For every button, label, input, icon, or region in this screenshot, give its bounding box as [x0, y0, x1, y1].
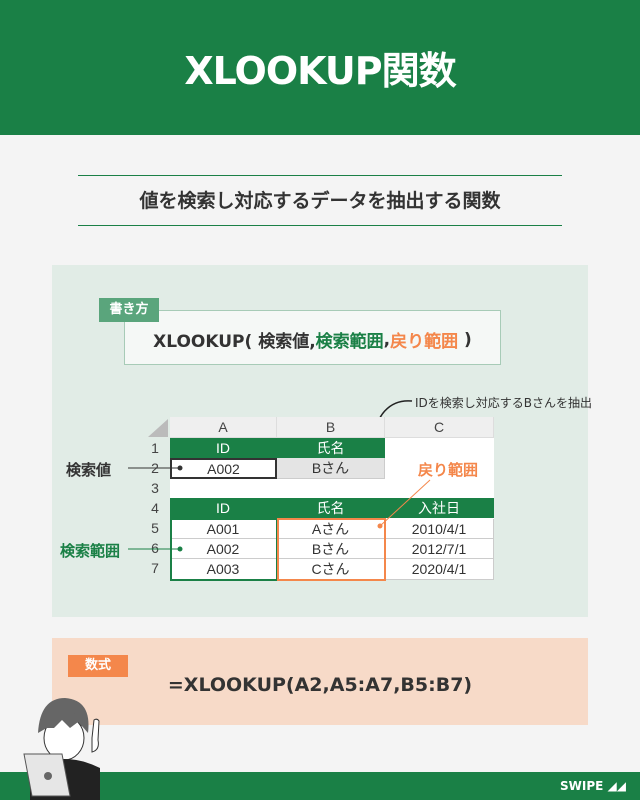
cell-a6[interactable]: A002: [170, 539, 277, 559]
column-header-c[interactable]: C: [385, 417, 494, 438]
formula-panel: [52, 638, 588, 725]
column-header-b[interactable]: B: [277, 417, 385, 438]
footer: [0, 772, 640, 800]
row-header[interactable]: 1: [151, 440, 159, 456]
pointer-line: [128, 465, 183, 471]
formula-label: 数式: [68, 655, 128, 677]
syntax-comma: ,: [383, 329, 391, 350]
return-range-label: 戻り範囲: [418, 461, 479, 479]
cell-c4[interactable]: 入社日: [385, 498, 494, 518]
row-header[interactable]: 6: [151, 540, 159, 556]
row-header[interactable]: 4: [151, 500, 159, 516]
syntax-prefix: XLOOKUP( 検索値,: [153, 332, 316, 352]
pointer-line: [377, 479, 431, 529]
swipe-button[interactable]: SWIPE ◢◢: [560, 779, 626, 793]
formula-text: =XLOOKUP(A2,A5:A7,B5:B7): [167, 674, 473, 696]
cell-a4[interactable]: ID: [170, 498, 277, 518]
swipe-arrow-icon: ◢◢: [607, 779, 626, 793]
cell-b2[interactable]: Bさん: [277, 458, 385, 479]
divider: [78, 225, 562, 226]
syntax-label: 書き方: [99, 298, 159, 322]
syntax-suffix: ): [458, 329, 472, 350]
cell-b6[interactable]: Bさん: [277, 539, 385, 559]
cell-b4[interactable]: 氏名: [277, 498, 385, 518]
subtitle: 値を検索し対応するデータを抽出する関数: [139, 190, 501, 212]
cell-c7[interactable]: 2020/4/1: [385, 559, 494, 580]
cell-c5[interactable]: 2010/4/1: [385, 519, 494, 539]
note-text: IDを検索し対応するBさんを抽出: [415, 396, 593, 410]
lookup-range-label: 検索範囲: [60, 542, 121, 560]
pointer-line: [128, 546, 183, 552]
cell-b5[interactable]: Aさん: [277, 519, 385, 539]
cell-c6[interactable]: 2012/7/1: [385, 539, 494, 559]
page-title: XLOOKUP関数: [184, 49, 456, 93]
character-illustration: [23, 698, 100, 800]
lookup-value-label: 検索値: [66, 461, 112, 479]
cell-a2[interactable]: A002: [170, 458, 277, 479]
row-header[interactable]: 7: [151, 560, 159, 576]
divider: [78, 175, 562, 176]
row-header[interactable]: 5: [151, 520, 159, 536]
syntax-box: XLOOKUP( 検索値, 検索範囲, 戻り範囲 ): [124, 310, 501, 365]
cell-b1[interactable]: 氏名: [277, 438, 385, 458]
cell-b7[interactable]: Cさん: [277, 559, 385, 580]
row-header[interactable]: 3: [151, 480, 159, 496]
syntax-return-range: 戻り範囲: [390, 332, 459, 352]
return-range-highlight: [277, 518, 386, 581]
syntax-lookup-range: 検索範囲: [315, 332, 384, 352]
header: XLOOKUP関数: [0, 0, 640, 135]
cell-a1[interactable]: ID: [170, 438, 277, 458]
column-header-a[interactable]: A: [170, 417, 277, 438]
swipe-label: SWIPE: [560, 779, 604, 793]
select-all-corner-icon[interactable]: [148, 419, 168, 437]
